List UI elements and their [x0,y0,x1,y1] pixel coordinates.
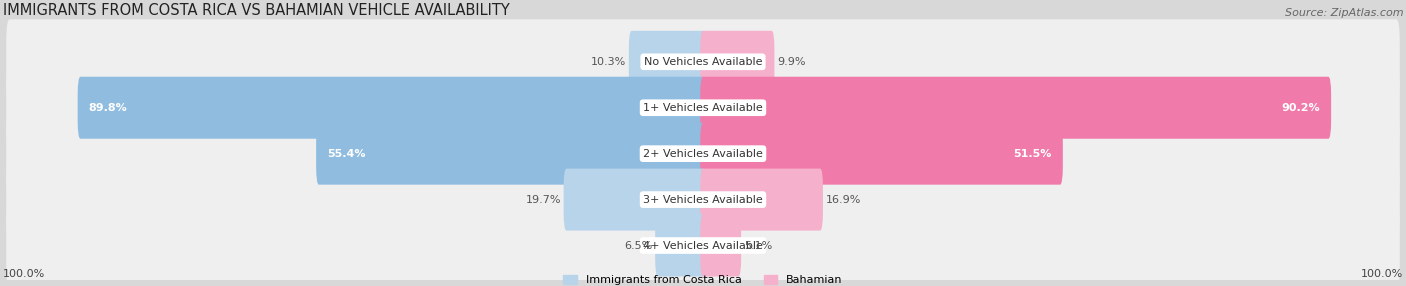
FancyBboxPatch shape [700,168,823,231]
Text: 19.7%: 19.7% [526,194,561,204]
FancyBboxPatch shape [700,214,741,277]
Text: 9.9%: 9.9% [778,57,806,67]
Text: No Vehicles Available: No Vehicles Available [644,57,762,67]
Text: 2+ Vehicles Available: 2+ Vehicles Available [643,149,763,159]
Text: 51.5%: 51.5% [1014,149,1052,159]
Text: 1+ Vehicles Available: 1+ Vehicles Available [643,103,763,113]
FancyBboxPatch shape [564,168,706,231]
FancyBboxPatch shape [6,19,1400,104]
Text: IMMIGRANTS FROM COSTA RICA VS BAHAMIAN VEHICLE AVAILABILITY: IMMIGRANTS FROM COSTA RICA VS BAHAMIAN V… [3,3,509,18]
Text: Source: ZipAtlas.com: Source: ZipAtlas.com [1285,8,1403,18]
Text: 6.5%: 6.5% [624,241,652,251]
Text: 89.8%: 89.8% [89,103,128,113]
FancyBboxPatch shape [628,31,706,93]
Text: 100.0%: 100.0% [3,269,45,279]
FancyBboxPatch shape [77,77,706,139]
FancyBboxPatch shape [316,123,706,185]
Text: 100.0%: 100.0% [1361,269,1403,279]
Legend: Immigrants from Costa Rica, Bahamian: Immigrants from Costa Rica, Bahamian [564,275,842,285]
FancyBboxPatch shape [6,65,1400,150]
Text: 5.1%: 5.1% [744,241,772,251]
Text: 4+ Vehicles Available: 4+ Vehicles Available [643,241,763,251]
FancyBboxPatch shape [6,157,1400,242]
FancyBboxPatch shape [6,111,1400,196]
FancyBboxPatch shape [655,214,706,277]
FancyBboxPatch shape [700,77,1331,139]
Text: 90.2%: 90.2% [1281,103,1320,113]
Text: 3+ Vehicles Available: 3+ Vehicles Available [643,194,763,204]
FancyBboxPatch shape [700,31,775,93]
Text: 55.4%: 55.4% [328,149,366,159]
Text: 10.3%: 10.3% [591,57,626,67]
FancyBboxPatch shape [6,203,1400,286]
FancyBboxPatch shape [700,123,1063,185]
Text: 16.9%: 16.9% [825,194,860,204]
